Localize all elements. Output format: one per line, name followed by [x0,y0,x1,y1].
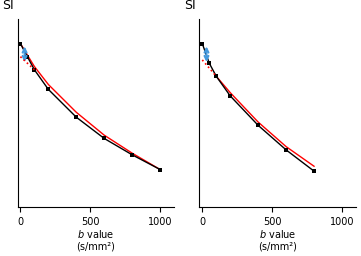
Y-axis label: SI: SI [184,0,196,12]
X-axis label: $b$ value
(s/mm²): $b$ value (s/mm²) [258,228,297,252]
Y-axis label: SI: SI [3,0,14,12]
X-axis label: $b$ value
(s/mm²): $b$ value (s/mm²) [77,228,115,252]
